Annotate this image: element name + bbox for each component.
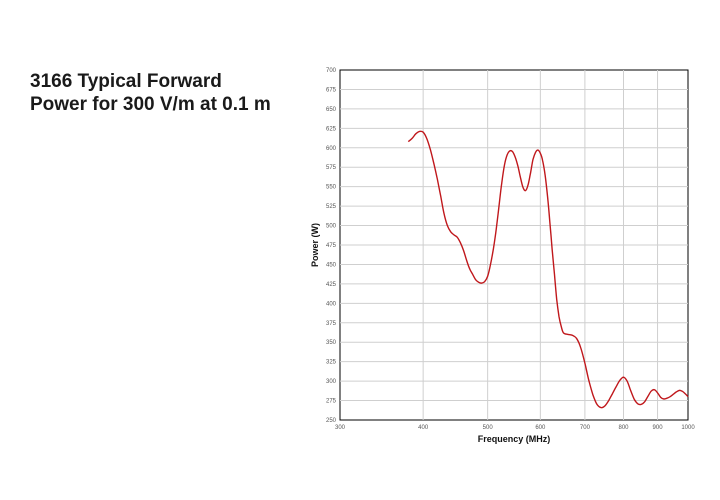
x-tick-label: 1000 [681,425,695,431]
y-tick-label: 275 [326,399,337,405]
x-tick-label: 900 [653,425,664,431]
y-tick-label: 475 [326,243,337,249]
title-line-1: 3166 Typical Forward [30,71,222,92]
x-tick-label: 500 [483,425,494,431]
y-tick-label: 300 [326,379,337,385]
y-tick-label: 600 [326,146,337,152]
x-axis-ticks: 300 400 500 600 700 800 900 1000 [335,425,695,431]
y-tick-label: 325 [326,360,337,366]
x-tick-label: 300 [335,425,346,431]
y-axis-label: Power (W) [310,223,320,267]
title-line-2: Power for 300 V/m at 0.1 m [30,94,271,115]
grid-horizontal [340,88,688,402]
y-tick-label: 575 [326,165,337,171]
y-tick-label: 700 [326,68,337,74]
y-tick-label: 375 [326,321,337,327]
y-tick-label: 625 [326,126,337,132]
y-tick-label: 650 [326,107,337,113]
x-tick-label: 800 [618,425,629,431]
x-tick-label: 600 [535,425,546,431]
y-tick-label: 450 [326,262,337,268]
y-tick-label: 350 [326,340,337,346]
y-tick-label: 425 [326,282,337,288]
x-tick-label: 700 [580,425,591,431]
y-tick-label: 250 [326,418,337,424]
y-axis-ticks: 250 275 300 325 350 375 400 425 450 475 500 525 550 5… [326,68,337,424]
y-tick-label: 550 [326,185,337,191]
y-tick-label: 675 [326,87,337,93]
power-series-line [407,130,689,409]
y-tick-label: 525 [326,204,337,210]
page-title: 3166 Typical Forward Power for 300 V/m a… [30,70,271,116]
y-tick-label: 500 [326,224,337,230]
x-axis-label: Frequency (MHz) [478,434,551,444]
y-tick-label: 400 [326,301,337,307]
x-tick-label: 400 [418,425,429,431]
